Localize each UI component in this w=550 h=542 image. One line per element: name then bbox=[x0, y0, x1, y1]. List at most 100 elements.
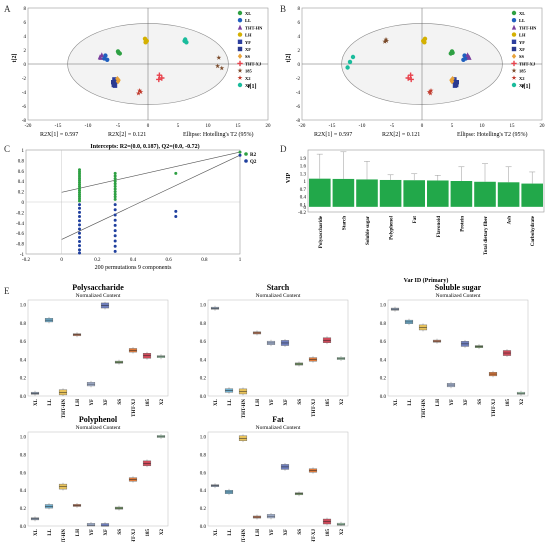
data-point-q2 bbox=[78, 244, 81, 248]
x-axis-label: t[1] bbox=[248, 84, 257, 90]
data-point-r2 bbox=[78, 168, 81, 172]
data-point-185 bbox=[384, 38, 390, 43]
data-point-q2 bbox=[113, 234, 117, 238]
x-tick-label: LL bbox=[48, 398, 53, 405]
legend-marker bbox=[237, 60, 243, 67]
data-point-lh bbox=[143, 40, 148, 45]
x-tick-label: SS bbox=[298, 399, 303, 405]
data-point-r2 bbox=[78, 197, 81, 201]
vip-bar bbox=[309, 178, 331, 207]
data-point-r2 bbox=[78, 180, 81, 184]
x-tick-label: 5 bbox=[177, 124, 180, 129]
data-point-r2 bbox=[78, 186, 81, 190]
data-point-r2 bbox=[78, 199, 81, 203]
y-tick-label: 0.4 bbox=[200, 358, 207, 363]
footer-stat: R2X[1] = 0.597 bbox=[314, 132, 352, 138]
legend-marker bbox=[511, 24, 517, 30]
data-point-q2 bbox=[113, 208, 117, 212]
data-point-185 bbox=[383, 36, 389, 42]
plot-frame bbox=[207, 299, 349, 397]
data-point-r2 bbox=[113, 197, 117, 201]
legend-label: THT-XJ bbox=[519, 61, 536, 66]
legend-label: LH bbox=[519, 33, 526, 38]
panel-letter-b: B bbox=[280, 4, 286, 14]
x-tick-label: Starch bbox=[342, 216, 347, 230]
x-tick-label: SS bbox=[478, 399, 483, 405]
legend-label: THT-HN bbox=[519, 25, 537, 30]
data-point-q2 bbox=[174, 215, 178, 219]
panel-letter-d: D bbox=[280, 144, 287, 154]
permutation-test-plot: -0.2 0 0.2 0.4 0.6 0.8 1 -1 -0.8 -0.6 -0.4 -0.2 0 0.2… bbox=[16, 143, 257, 271]
legend-label: R2 bbox=[250, 153, 257, 158]
data-point-x3 bbox=[183, 37, 188, 42]
x-tick-label: YF bbox=[450, 399, 455, 406]
data-point-185 bbox=[382, 39, 388, 44]
x-tick-label: Polyphenol bbox=[390, 215, 395, 240]
y-tick-label: 1.9 bbox=[300, 157, 307, 162]
data-point-q2 bbox=[174, 209, 178, 213]
x-tick-label: YF bbox=[90, 399, 95, 406]
legend-label: Q2 bbox=[250, 160, 257, 165]
data-point-ll bbox=[103, 53, 108, 58]
x-tick-label: 185 bbox=[146, 399, 151, 407]
data-point-r2 bbox=[113, 171, 117, 175]
data-point-q2 bbox=[113, 229, 117, 233]
x-tick-label: THT-XJ bbox=[312, 529, 317, 542]
legend-marker bbox=[511, 10, 517, 16]
data-point-r2 bbox=[78, 189, 81, 193]
x-tick-label: 20 bbox=[540, 124, 546, 129]
data-point-q2 bbox=[113, 249, 117, 253]
x-tick-label: 185 bbox=[146, 529, 151, 537]
y-tick-label: 0.6 bbox=[20, 471, 27, 476]
boxplot-subtitle: Normalized Content bbox=[76, 425, 121, 431]
legend-label: XF bbox=[245, 47, 251, 52]
data-point-x3 bbox=[345, 65, 350, 70]
y-tick-label: 0 bbox=[298, 63, 301, 68]
y-tick-label: -8 bbox=[22, 119, 27, 124]
y-tick-label: 0.1 bbox=[300, 203, 307, 208]
boxplot-title: Polyphenol bbox=[79, 415, 118, 424]
data-point-q2 bbox=[113, 223, 117, 227]
data-point-q2 bbox=[78, 251, 81, 255]
x-tick-label: 0 bbox=[60, 258, 63, 263]
boxplot-subtitle: Normalized Content bbox=[76, 293, 121, 299]
data-point-r2 bbox=[113, 174, 117, 178]
y-tick-label: 4 bbox=[298, 35, 301, 40]
regression-line-q2 bbox=[61, 154, 241, 240]
x-tick-label: LL bbox=[408, 398, 413, 405]
data-point-x2 bbox=[137, 88, 143, 93]
data-point-q2 bbox=[113, 203, 117, 207]
data-point-r2 bbox=[78, 195, 81, 199]
data-point-r2 bbox=[113, 190, 117, 194]
data-point-tht-xj bbox=[156, 76, 162, 83]
boxplot-title: Starch bbox=[267, 283, 290, 292]
x-tick-label: LH bbox=[76, 399, 81, 406]
data-point-x3 bbox=[347, 59, 353, 65]
legend-marker bbox=[511, 82, 517, 88]
x-tick-label: X2 bbox=[520, 399, 525, 406]
y-tick-label: -2 bbox=[22, 77, 27, 82]
x-tick-label: THT-XJ bbox=[132, 529, 137, 542]
legend-marker bbox=[237, 24, 243, 30]
data-point-xl bbox=[450, 50, 455, 55]
y-tick-label: 6 bbox=[24, 21, 27, 26]
y-tick-label: 0.6 bbox=[200, 340, 207, 345]
data-point-xf bbox=[111, 80, 116, 85]
y-tick-label: -4 bbox=[22, 91, 27, 96]
data-point-q2 bbox=[238, 153, 242, 157]
footer-stat: R2X[2] = 0.121 bbox=[382, 132, 420, 138]
legend-label: XL bbox=[519, 11, 525, 16]
box-body bbox=[86, 523, 96, 527]
legend-label: THT-HN bbox=[245, 25, 263, 30]
x-tick-label: -15 bbox=[329, 124, 336, 129]
y-tick-label: 0.8 bbox=[200, 322, 207, 327]
x-tick-label: Total dietary fiber bbox=[484, 215, 489, 255]
x-tick-label: X2 bbox=[340, 399, 345, 406]
data-point-tht-xj bbox=[405, 75, 411, 81]
x-tick-label: 185 bbox=[506, 399, 511, 407]
y-tick-label: -6 bbox=[296, 105, 301, 110]
data-point-r2 bbox=[238, 150, 242, 154]
y-tick-label: 0 bbox=[22, 201, 25, 206]
panel-letters: A B C D E bbox=[4, 4, 287, 296]
